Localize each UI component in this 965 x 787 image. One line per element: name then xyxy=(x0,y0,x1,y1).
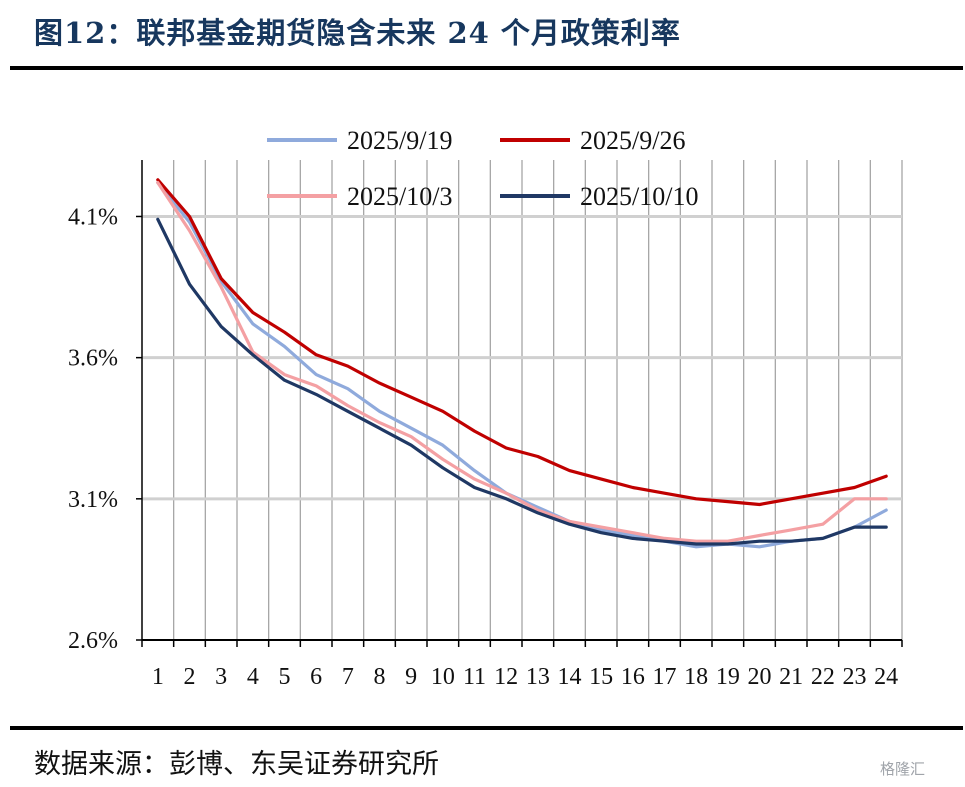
series-line xyxy=(156,217,888,546)
x-tick-label: 22 xyxy=(811,664,835,690)
x-tick-label: 3 xyxy=(215,664,227,690)
x-tick-label: 9 xyxy=(405,664,417,690)
legend-label: 2025/10/3 xyxy=(347,182,452,211)
y-tick-label: 2.6% xyxy=(68,628,118,654)
legend-label: 2025/9/19 xyxy=(347,126,452,155)
x-tick-label: 2 xyxy=(184,664,196,690)
y-tick-label: 3.1% xyxy=(68,487,118,513)
x-tick-label: 13 xyxy=(526,664,550,690)
x-tick-label: 5 xyxy=(279,664,291,690)
x-tick-label: 15 xyxy=(589,664,613,690)
x-tick-label: 10 xyxy=(431,664,455,690)
x-axis-ticks: 1 2 3 4 5 6 7 8 9 10 11 12 13 14 15 16 17 18 19 20 21 22 23 24 xyxy=(141,640,903,690)
x-tick-label: 14 xyxy=(558,664,582,690)
x-tick-label: 21 xyxy=(779,664,803,690)
x-tick-label: 23 xyxy=(843,664,867,690)
watermark-logo: 格隆汇 xyxy=(880,760,926,778)
bottom-divider xyxy=(10,726,963,730)
x-tick-label: 20 xyxy=(748,664,772,690)
figure-title: 图12：联邦基金期货隐含未来 24 个月政策利率 xyxy=(34,16,681,50)
y-axis-ticks: 2.6% 3.1% 3.6% 4.1% xyxy=(68,204,142,654)
x-tick-label: 6 xyxy=(310,664,322,690)
series-lines xyxy=(156,178,888,549)
series-line xyxy=(156,178,888,507)
x-tick-label: 17 xyxy=(653,664,677,690)
data-source-note: 数据来源：彭博、东吴证券研究所 xyxy=(34,749,439,780)
x-tick-label: 12 xyxy=(494,664,518,690)
series-line xyxy=(156,181,888,543)
x-tick-label: 4 xyxy=(247,664,259,690)
x-tick-label: 7 xyxy=(342,664,354,690)
top-divider xyxy=(10,66,963,70)
x-tick-label: 16 xyxy=(621,664,645,690)
x-tick-label: 18 xyxy=(684,664,708,690)
x-tick-label: 11 xyxy=(463,664,486,690)
y-tick-label: 3.6% xyxy=(68,346,118,372)
chart-grid xyxy=(142,160,903,640)
x-tick-label: 24 xyxy=(874,664,898,690)
x-tick-label: 19 xyxy=(716,664,740,690)
x-tick-label: 1 xyxy=(152,664,164,690)
legend-label: 2025/9/26 xyxy=(580,126,685,155)
legend-label: 2025/10/10 xyxy=(580,182,698,211)
x-tick-label: 8 xyxy=(374,664,386,690)
y-tick-label: 4.1% xyxy=(68,204,118,230)
chart-legend: 2025/9/19 2025/9/26 2025/10/3 2025/10/10 xyxy=(267,126,698,211)
